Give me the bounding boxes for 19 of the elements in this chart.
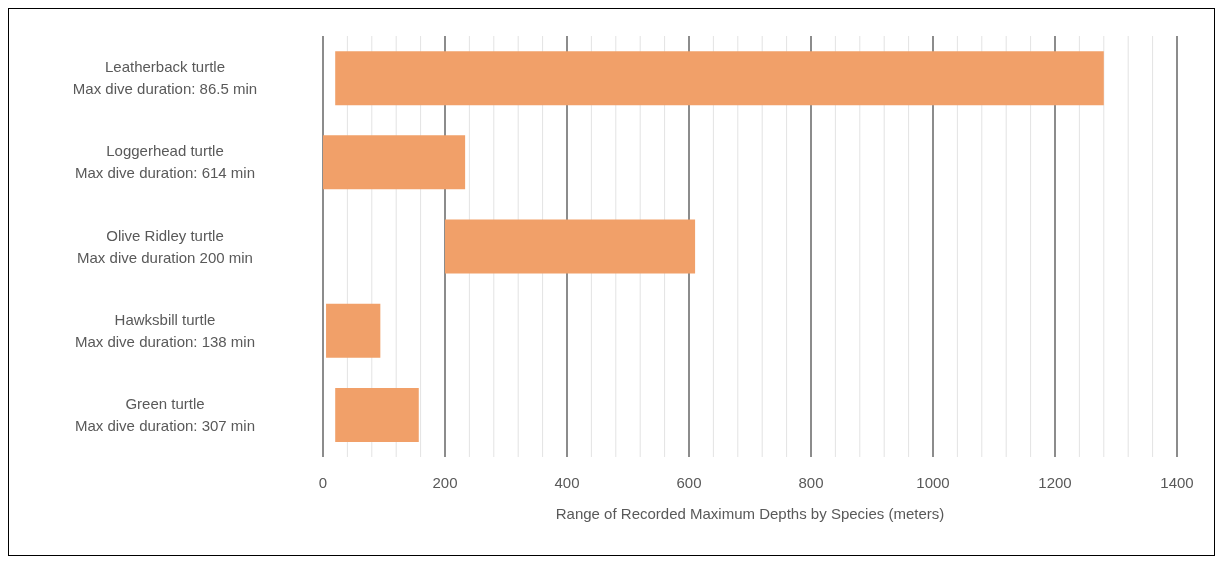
y-tick-label: Green turtle Max dive duration: 307 min [74, 394, 256, 434]
y-tick-label: Olive Ridley turtle Max dive duration 200 min [77, 226, 253, 266]
x-tick-label: 1400 [1160, 473, 1194, 491]
x-tick-label: 400 [554, 473, 580, 491]
x-tick-label: 1000 [916, 473, 950, 491]
x-tick-label: 200 [432, 473, 458, 491]
x-tick-label: 0 [318, 473, 328, 491]
bar [445, 219, 696, 274]
bar [335, 387, 419, 442]
x-tick-label: 800 [798, 473, 824, 491]
bar [335, 51, 1104, 106]
x-tick-label: 600 [676, 473, 702, 491]
bar [323, 135, 466, 190]
x-tick-label: 1200 [1038, 473, 1072, 491]
bar [326, 303, 381, 358]
y-tick-label: Loggerhead turtle Max dive duration: 614 min [74, 142, 256, 182]
x-axis-title: Range of Recorded Maximum Depths by Species (meters) [555, 505, 945, 522]
y-tick-label: Hawksbill turtle Max dive duration: 138 min [74, 310, 256, 350]
y-tick-label: Leatherback turtle Max dive duration: 86.5 min [72, 58, 258, 98]
